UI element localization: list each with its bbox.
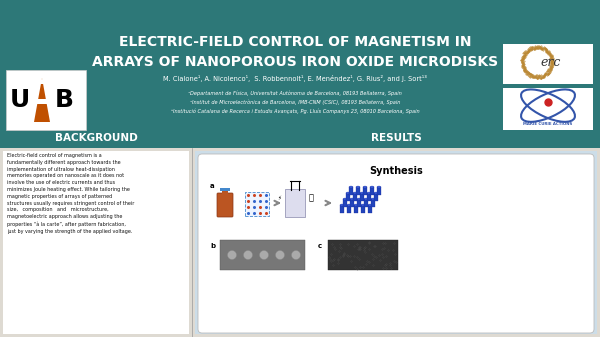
FancyBboxPatch shape	[217, 193, 233, 217]
Ellipse shape	[343, 198, 347, 200]
Text: M. Cialone¹, A. Nicolenco¹,  S. Robbennolt¹, E. Menéndez¹, G. Rius², and J. Sort: M. Cialone¹, A. Nicolenco¹, S. Robbennol…	[163, 75, 427, 83]
Bar	[361, 205, 365, 213]
Ellipse shape	[244, 250, 253, 259]
Text: Electric-field control of magnetism is a
fundamentally different approach toward: Electric-field control of magnetism is a…	[7, 153, 134, 234]
Ellipse shape	[350, 198, 354, 200]
Ellipse shape	[357, 198, 361, 200]
Ellipse shape	[340, 204, 344, 206]
Bar	[360, 193, 364, 201]
Ellipse shape	[370, 186, 374, 188]
Text: ARRAYS OF NANOPOROUS IRON OXIDE MICRODISKS: ARRAYS OF NANOPOROUS IRON OXIDE MICRODIS…	[92, 55, 498, 69]
Text: U: U	[10, 88, 30, 112]
Bar	[195, 151, 597, 334]
Ellipse shape	[368, 204, 372, 206]
Ellipse shape	[354, 204, 358, 206]
Ellipse shape	[364, 198, 368, 200]
Polygon shape	[34, 78, 50, 122]
Ellipse shape	[360, 192, 364, 194]
Bar	[347, 205, 351, 213]
Text: BACKGROUND: BACKGROUND	[55, 133, 137, 143]
Bar	[368, 205, 372, 213]
Bar	[356, 187, 360, 195]
Text: a: a	[210, 183, 215, 189]
Ellipse shape	[377, 186, 381, 188]
Bar	[503, 44, 593, 84]
Bar	[222, 190, 228, 195]
Bar	[245, 192, 269, 216]
Bar	[285, 189, 305, 217]
FancyBboxPatch shape	[198, 154, 594, 333]
Bar	[328, 240, 398, 270]
Bar	[370, 187, 374, 195]
Bar	[220, 188, 230, 191]
Bar	[374, 193, 378, 201]
Text: Synthesis: Synthesis	[369, 166, 423, 176]
Text: RESULTS: RESULTS	[371, 133, 421, 143]
Bar	[367, 193, 371, 201]
Text: 🌡: 🌡	[308, 193, 314, 203]
Text: ³Institució Catalana de Recerca i Estudis Avançats, Pg. Lluís Companys 23, 08010: ³Institució Catalana de Recerca i Estudi…	[170, 108, 419, 114]
Bar	[503, 88, 593, 130]
Ellipse shape	[367, 192, 371, 194]
Bar	[350, 199, 354, 207]
Bar	[3, 151, 189, 334]
Ellipse shape	[260, 250, 269, 259]
Bar	[346, 193, 350, 201]
Bar	[343, 199, 347, 207]
Bar	[220, 240, 305, 270]
Ellipse shape	[371, 198, 375, 200]
Ellipse shape	[347, 204, 351, 206]
Ellipse shape	[356, 186, 360, 188]
Bar	[0, 0, 600, 128]
Text: c: c	[318, 243, 322, 249]
Polygon shape	[39, 78, 45, 84]
Bar	[363, 187, 367, 195]
Text: ²Institut de Microelectrònica de Barcelona, IMB-CNM (CSIC), 08193 Bellaterra, Sp: ²Institut de Microelectrònica de Barcelo…	[190, 99, 400, 105]
Bar	[377, 187, 381, 195]
Ellipse shape	[346, 192, 350, 194]
Text: ⚡: ⚡	[277, 195, 281, 201]
Bar	[364, 199, 368, 207]
Bar	[371, 199, 375, 207]
Ellipse shape	[275, 250, 284, 259]
Ellipse shape	[349, 186, 353, 188]
Text: b: b	[210, 243, 215, 249]
Bar	[340, 205, 344, 213]
Bar	[354, 205, 358, 213]
Bar	[6, 70, 86, 130]
Ellipse shape	[363, 186, 367, 188]
Bar	[0, 128, 600, 148]
Text: B: B	[55, 88, 74, 112]
Text: ELECTRIC-FIELD CONTROL OF MAGNETISM IN: ELECTRIC-FIELD CONTROL OF MAGNETISM IN	[119, 35, 471, 49]
Text: erc: erc	[541, 57, 561, 69]
Ellipse shape	[292, 250, 301, 259]
Bar	[349, 187, 353, 195]
Ellipse shape	[361, 204, 365, 206]
Text: MARIE CURIE ACTIONS: MARIE CURIE ACTIONS	[523, 122, 572, 126]
Bar	[36, 99, 48, 104]
Ellipse shape	[374, 192, 378, 194]
Bar	[357, 199, 361, 207]
Ellipse shape	[227, 250, 236, 259]
Ellipse shape	[353, 192, 357, 194]
Text: ¹Departament de Física, Universitat Autònoma de Barcelona, 08193 Bellaterra, Spa: ¹Departament de Física, Universitat Autò…	[188, 90, 402, 96]
Bar	[353, 193, 357, 201]
